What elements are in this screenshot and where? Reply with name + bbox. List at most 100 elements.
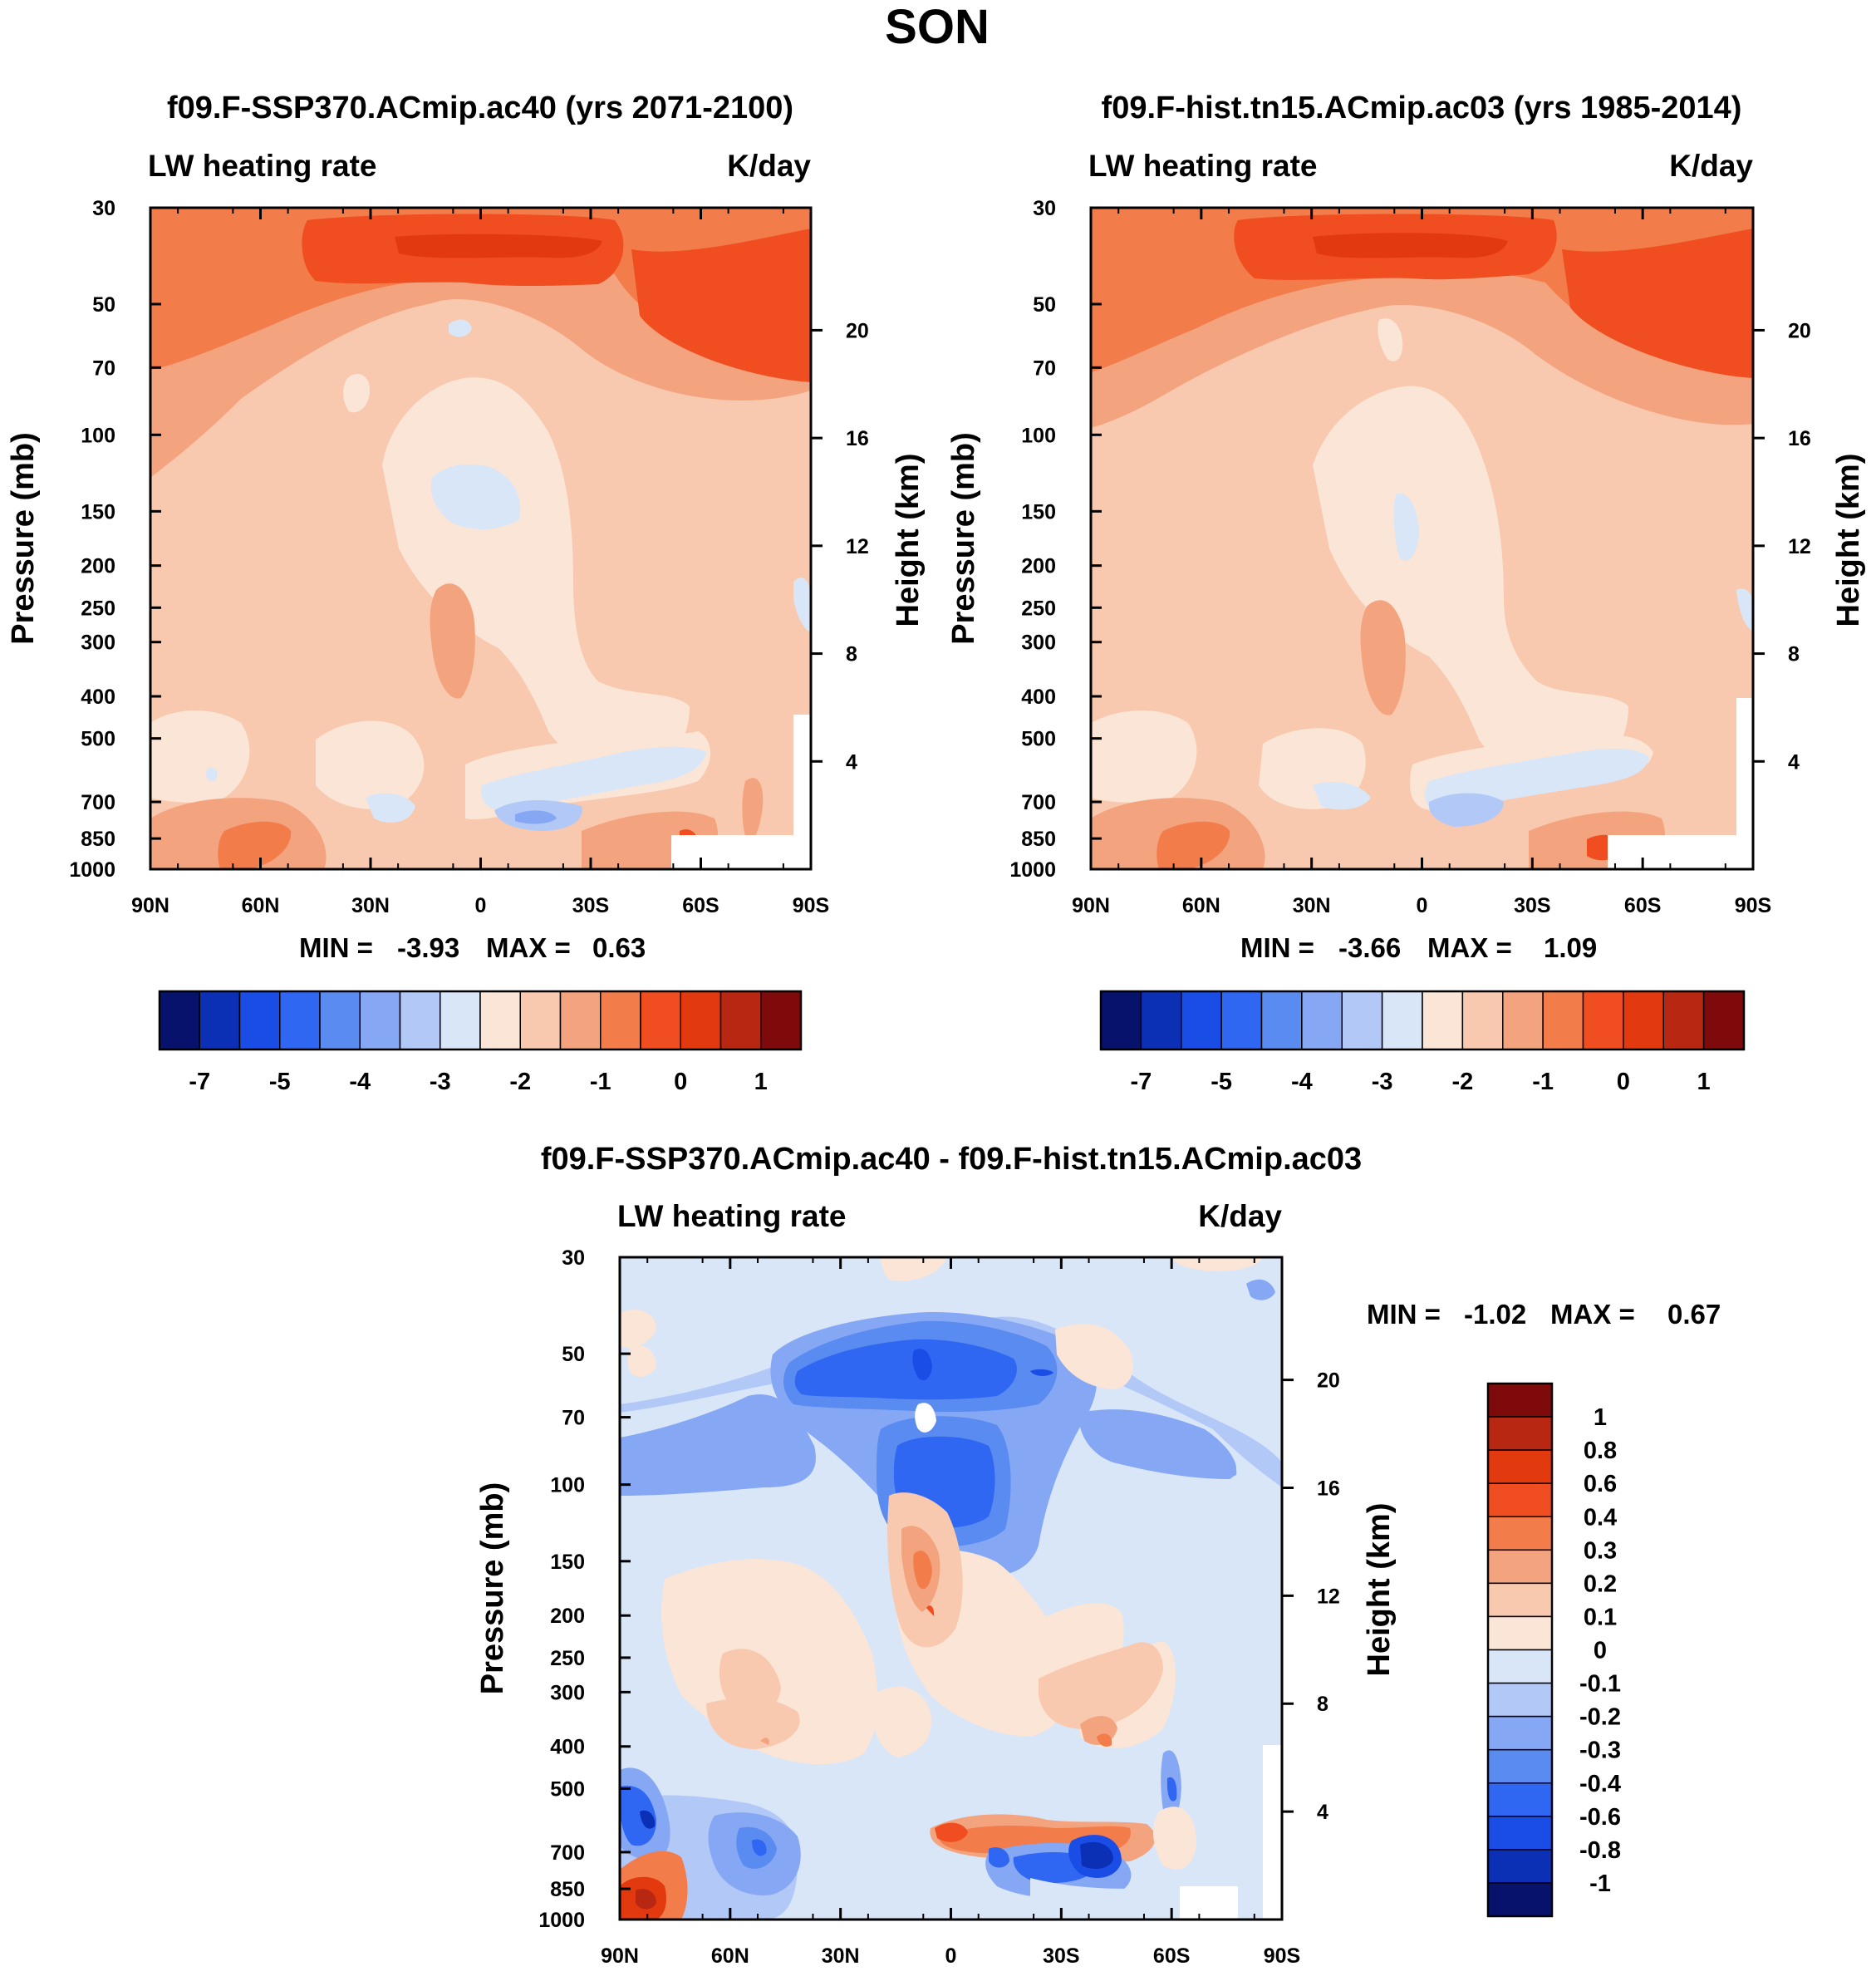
max-label: MAX = — [1427, 932, 1512, 963]
contour-field — [620, 1257, 1282, 1920]
y2-tick-label: 4 — [846, 750, 857, 774]
colorbar-swatch — [1487, 1516, 1553, 1551]
colorbar-label: -0.2 — [1579, 1704, 1621, 1731]
y-tick-label: 250 — [81, 597, 115, 620]
colorbar-frame — [1486, 1382, 1554, 1918]
colorbar-label: 0 — [1617, 1069, 1630, 1095]
y-tick-label: 1000 — [1009, 858, 1056, 882]
y-tick-label: 1000 — [69, 858, 115, 882]
axis-ticks: 30 50 70 100 150 200 250 300 400 500 700 850 1000 20 1… — [475, 1246, 1397, 1968]
y-tick-label: 150 — [81, 500, 115, 524]
x-tick-label: 0 — [945, 1944, 957, 1968]
x-tick-label: 30S — [572, 894, 609, 917]
colorbar-label: -0.6 — [1579, 1804, 1621, 1831]
colorbar-swatch — [600, 990, 641, 1050]
contour-field — [1091, 208, 1753, 869]
axis-ticks: 30 50 70 100 150 200 250 300 400 500 700 850 1000 20 1… — [946, 197, 1866, 917]
y-tick-label: 70 — [1033, 356, 1056, 380]
colorbar-swatch — [1487, 1748, 1553, 1784]
colorbar-label: -5 — [1211, 1069, 1232, 1095]
min-label: MIN = — [299, 932, 373, 963]
colorbar-swatch — [1487, 1816, 1553, 1851]
colorbar-swatch — [359, 990, 401, 1050]
colorbar-label: -7 — [189, 1069, 210, 1095]
x-tick-label: 90S — [793, 894, 829, 917]
y-tick-label: 150 — [1021, 500, 1056, 524]
x-tick-label: 60N — [711, 1944, 749, 1968]
y-tick-label: 700 — [1021, 791, 1056, 814]
y2-tick-label: 12 — [1317, 1585, 1340, 1608]
colorbar-swatch — [159, 990, 200, 1050]
x-tick-label: 60S — [682, 894, 719, 917]
y-tick-label: 1000 — [538, 1909, 585, 1932]
colorbar-swatch — [640, 990, 681, 1050]
panel-title: f09.F-hist.tn15.ACmip.ac03 (yrs 1985-201… — [1102, 91, 1742, 125]
y2-tick-label: 8 — [1317, 1693, 1328, 1716]
y-tick-label: 100 — [81, 424, 115, 447]
y-tick-label: 300 — [1021, 632, 1056, 655]
y-axis-label: Pressure (mb) — [946, 432, 981, 645]
y2-axis-label: Height (km) — [1831, 454, 1866, 627]
y-tick-label: 200 — [1021, 555, 1056, 578]
y-tick-label: 250 — [550, 1647, 585, 1670]
colorbar-swatch — [1341, 990, 1383, 1050]
x-tick-label: 90N — [1072, 894, 1110, 917]
colorbar-swatch — [279, 990, 321, 1050]
colorbar-label: 0.3 — [1584, 1537, 1617, 1564]
colorbar-swatch — [1487, 1416, 1553, 1451]
y2-tick-label: 8 — [846, 643, 857, 666]
colorbar-swatch — [1487, 1882, 1553, 1917]
x-tick-label: 30N — [351, 894, 390, 917]
x-tick-label: 90S — [1264, 1944, 1300, 1968]
y-tick-label: 250 — [1021, 597, 1056, 620]
colorbar-swatch — [1422, 990, 1464, 1050]
y2-tick-label: 12 — [1788, 535, 1811, 558]
contour-field — [150, 208, 811, 869]
colorbar-swatch — [559, 990, 602, 1050]
colorbar-swatch — [1100, 990, 1142, 1050]
axis-ticks: 30 50 70 100 150 200 250 300 400 500 700 850 1000 20 1… — [6, 197, 926, 917]
variable-label: LW heating rate — [617, 1199, 846, 1233]
y2-axis-label: Height (km) — [891, 454, 926, 627]
colorbar-swatch — [399, 990, 441, 1050]
y-tick-label: 850 — [550, 1878, 585, 1901]
colorbar-swatch — [1542, 990, 1584, 1050]
colorbar-swatch — [1582, 990, 1624, 1050]
x-tick-label: 30N — [1293, 894, 1331, 917]
colorbar-swatch — [1487, 1582, 1553, 1618]
y-tick-label: 30 — [92, 197, 115, 220]
colorbar-label: 0 — [674, 1069, 687, 1095]
x-tick-label: 90S — [1735, 894, 1771, 917]
max-label: MAX = — [486, 932, 571, 963]
y-tick-label: 200 — [81, 555, 115, 578]
min-value: -1.02 — [1464, 1299, 1526, 1330]
colorbar-swatch — [1662, 990, 1705, 1050]
y-tick-label: 400 — [1021, 686, 1056, 709]
colorbar-label: -1 — [590, 1069, 611, 1095]
colorbar-swatch — [519, 990, 562, 1050]
y2-tick-label: 20 — [1317, 1369, 1340, 1393]
y-tick-label: 400 — [550, 1736, 585, 1759]
colorbar-swatch — [1140, 990, 1182, 1050]
panel-ssp370: f09.F-SSP370.ACmip.ac40 (yrs 2071-2100) … — [6, 91, 926, 1095]
y-tick-label: 300 — [550, 1681, 585, 1704]
colorbar-label: -7 — [1130, 1069, 1152, 1095]
y-tick-label: 850 — [81, 828, 115, 851]
colorbar-label: -1 — [1532, 1069, 1554, 1095]
y-tick-label: 50 — [92, 293, 115, 317]
max-value: 1.09 — [1544, 932, 1597, 963]
x-tick-label: 60S — [1153, 1944, 1190, 1968]
max-label: MAX = — [1550, 1299, 1635, 1330]
max-value: 0.63 — [592, 932, 646, 963]
colorbar-label: -2 — [509, 1069, 531, 1095]
panel-title: f09.F-SSP370.ACmip.ac40 - f09.F-hist.tn1… — [541, 1142, 1362, 1177]
y-tick-label: 100 — [1021, 424, 1056, 447]
colorbar-swatch — [1487, 1682, 1553, 1718]
y-tick-label: 500 — [81, 728, 115, 751]
figure-title: SON — [885, 0, 990, 54]
variable-label: LW heating rate — [148, 149, 376, 183]
x-tick-label: 60N — [1182, 894, 1220, 917]
units-label: K/day — [1669, 149, 1753, 183]
y-tick-label: 500 — [550, 1777, 585, 1801]
